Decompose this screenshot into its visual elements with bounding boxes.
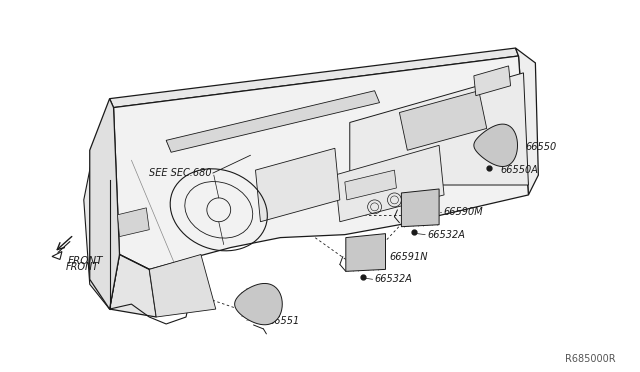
Text: SEE SEC.680: SEE SEC.680 [149,168,212,178]
Polygon shape [109,254,156,317]
Polygon shape [335,145,444,222]
Polygon shape [474,124,518,167]
Polygon shape [399,91,487,150]
Polygon shape [345,170,396,200]
Text: 66550A: 66550A [500,165,538,175]
Polygon shape [235,283,282,325]
Polygon shape [474,66,511,96]
Polygon shape [52,251,62,259]
Polygon shape [149,254,216,317]
Polygon shape [113,56,529,269]
Polygon shape [516,48,538,195]
Text: 66591N: 66591N [390,253,428,263]
Polygon shape [166,91,380,152]
Polygon shape [118,208,149,237]
Text: R685000R: R685000R [565,354,616,364]
Polygon shape [84,160,120,309]
Text: 66532A: 66532A [427,230,465,240]
Text: FRONT: FRONT [66,262,99,272]
Polygon shape [350,73,529,185]
Text: 66551: 66551 [268,316,300,326]
Text: 66550: 66550 [525,142,557,152]
Text: 66590M: 66590M [443,207,483,217]
Polygon shape [401,189,439,227]
Text: 66532A: 66532A [374,274,412,284]
Polygon shape [346,234,385,271]
Polygon shape [109,48,518,108]
Polygon shape [90,99,120,309]
Text: FRONT: FRONT [68,256,104,266]
Polygon shape [255,148,340,222]
